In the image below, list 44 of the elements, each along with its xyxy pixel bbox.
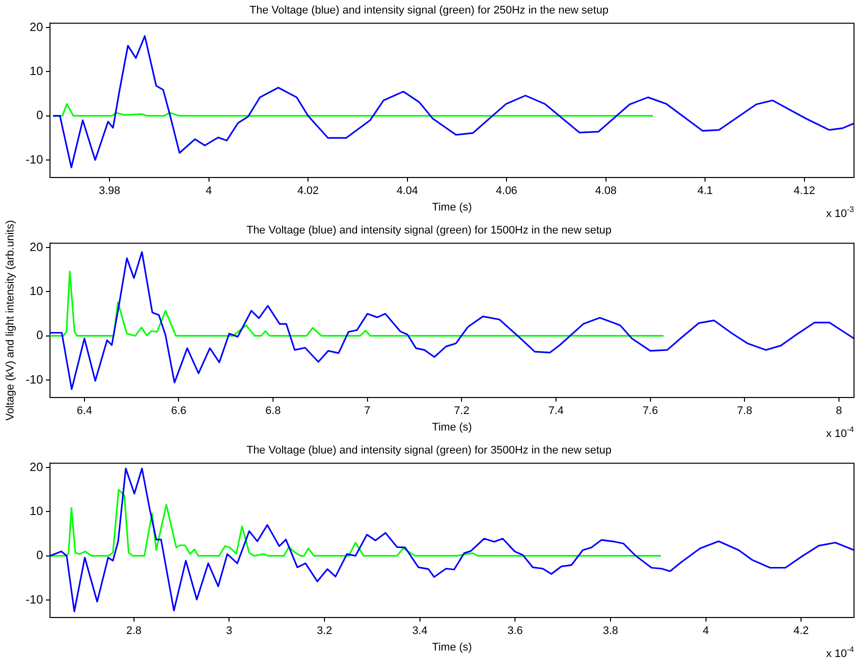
x-tick-label: 6.4 xyxy=(76,405,92,418)
y-tick-label: 0 xyxy=(36,328,44,342)
x-axis-title: Time (s) xyxy=(432,641,472,654)
x-tick-label: 8 xyxy=(836,405,842,418)
y-tick-label: 10 xyxy=(30,64,44,78)
x-axis-title: Time (s) xyxy=(432,421,472,434)
x-tick-label: 4 xyxy=(702,625,709,638)
x-tick-label: 4.1 xyxy=(697,185,713,198)
x-axis-title: Time (s) xyxy=(432,201,472,214)
x-tick-label: 3.8 xyxy=(602,625,618,638)
y-tick-label: -10 xyxy=(26,152,44,166)
x-tick-label: 7.4 xyxy=(548,405,564,418)
chart-title: The Voltage (blue) and intensity signal (green) for 3500Hz in the new setup xyxy=(246,444,612,457)
x-tick-label: 4.06 xyxy=(496,185,518,198)
x-tick-label: 3.98 xyxy=(98,185,120,198)
y-tick-label: 20 xyxy=(30,460,44,474)
y-tick-label: -10 xyxy=(26,372,44,386)
y-tick-label: 0 xyxy=(36,548,44,562)
x-tick-label: 7.6 xyxy=(642,405,658,418)
y-tick-label: 10 xyxy=(30,284,44,298)
y-tick-label: 10 xyxy=(30,504,44,518)
x-tick-label: 4.04 xyxy=(396,185,418,198)
x-tick-label: 7.2 xyxy=(454,405,470,418)
x-tick-label: 3.6 xyxy=(508,625,523,638)
x-tick-label: 7.8 xyxy=(736,405,752,418)
x-tick-label: 6.8 xyxy=(265,405,281,418)
x-tick-label: 4.08 xyxy=(595,185,617,198)
x-tick-label: 6.6 xyxy=(171,405,186,418)
x-tick-label: 4.02 xyxy=(297,185,319,198)
y-axis-title: Voltage (kV) and light intensity (arb.units) xyxy=(4,220,17,421)
x-tick-label: 3.2 xyxy=(316,625,332,638)
y-tick-label: -10 xyxy=(26,592,44,606)
y-tick-label: 0 xyxy=(36,108,44,122)
y-tick-label: 20 xyxy=(30,20,44,34)
chart-title: The Voltage (blue) and intensity signal (green) for 250Hz in the new setup xyxy=(250,4,608,17)
x-tick-label: 2.8 xyxy=(126,625,142,638)
x-tick-label: 7 xyxy=(364,405,370,418)
x-tick-label: 4.12 xyxy=(794,185,816,198)
x-tick-label: 4.2 xyxy=(793,625,809,638)
chart-title: The Voltage (blue) and intensity signal (green) for 1500Hz in the new setup xyxy=(246,224,612,237)
x-tick-label: 4 xyxy=(206,185,212,198)
x-tick-label: 3.4 xyxy=(412,625,428,638)
y-tick-label: 20 xyxy=(30,240,44,254)
x-tick-label: 3 xyxy=(226,625,232,638)
